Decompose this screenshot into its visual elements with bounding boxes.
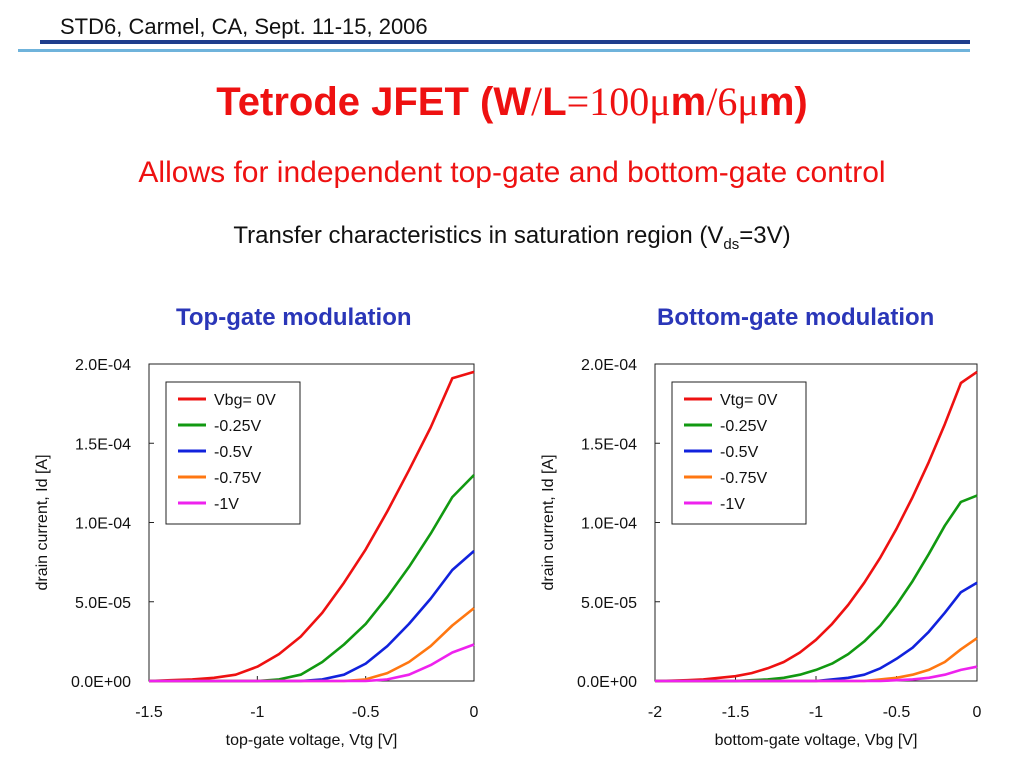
caption-subscript: ds: [723, 235, 740, 253]
slide-title: Tetrode JFET (W/L=100μm/6μm): [0, 78, 1024, 125]
title-mu1: μ: [649, 79, 671, 124]
chart-title-bottomgate: Bottom-gate modulation: [657, 304, 935, 331]
chart-title-topgate: Top-gate modulation: [176, 304, 412, 331]
chart1-ytick-label: 1.5E-04: [581, 436, 637, 453]
chart1-legend-label: -0.75V: [720, 470, 767, 487]
chart1-xtick-label: 0: [973, 704, 982, 721]
chart0-legend-label: -0.25V: [214, 418, 261, 435]
chart0-series-line-0: [148, 370, 475, 683]
chart1-ytick-label: 1.0E-04: [581, 516, 637, 533]
title-m1: m: [670, 80, 707, 124]
chart1-series-line-2: [655, 581, 978, 683]
header-rule-light: [18, 49, 970, 52]
chart0-legend-label: -1V: [214, 496, 239, 513]
chart1-xtick-label: -0.5: [883, 704, 911, 721]
chart0-xtick-label: -0.5: [352, 704, 380, 721]
chart1-yaxis-label: drain current, Id [A]: [540, 454, 557, 590]
chart0-xtick-label: -1: [250, 704, 264, 721]
chart0-legend-label: Vbg= 0V: [214, 392, 276, 409]
title-prefix: Tetrode JFET (W: [216, 80, 532, 124]
chart0-xtick-label: 0: [470, 704, 479, 721]
chart1-xaxis-label: bottom-gate voltage, Vbg [V]: [715, 732, 918, 749]
chart1-ytick-label: 5.0E-05: [581, 595, 637, 612]
title-L: L: [542, 80, 567, 124]
title-mu2: μ: [737, 79, 759, 124]
chart1-legend-label: -0.5V: [720, 444, 759, 461]
chart1-xtick-label: -1.5: [722, 704, 750, 721]
title-m2: m): [758, 80, 808, 124]
slide-subtitle: Allows for independent top-gate and bott…: [138, 156, 886, 189]
caption-main: Transfer characteristics in saturation r…: [233, 222, 724, 249]
chart0-yaxis-label: drain current, Id [A]: [34, 454, 51, 590]
slide-caption: Transfer characteristics in saturation r…: [0, 222, 1024, 253]
chart0-ytick-label: 5.0E-05: [75, 595, 131, 612]
chart0-ytick-label: 1.0E-04: [75, 516, 131, 533]
chart0-ytick-label: 1.5E-04: [75, 436, 131, 453]
chart0-xtick-label: -1.5: [135, 704, 163, 721]
chart1-xtick-label: -1: [809, 704, 823, 721]
chart0-series-line-4: [149, 643, 475, 683]
title-slash1: /: [531, 79, 543, 124]
title-slash6: /6: [706, 79, 738, 124]
chart1-ytick-label: 0.0E+00: [577, 674, 637, 691]
chart1-legend-label: -1V: [720, 496, 745, 513]
caption-end: =3V): [739, 222, 791, 249]
chart1-series-line-3: [655, 637, 978, 683]
chart1-legend-label: -0.25V: [720, 418, 767, 435]
conference-header: STD6, Carmel, CA, Sept. 11-15, 2006: [60, 14, 428, 39]
chart0-legend-label: -0.75V: [214, 470, 261, 487]
chart1-series-line-0: [654, 370, 978, 683]
header-rule-dark: [40, 40, 970, 44]
chart1-xtick-label: -2: [648, 704, 662, 721]
chart0-ytick-label: 0.0E+00: [71, 674, 131, 691]
chart0-xaxis-label: top-gate voltage, Vtg [V]: [226, 732, 398, 749]
chart0-legend-box: [165, 381, 301, 525]
title-eq100: =100: [566, 79, 650, 124]
chart0-ytick-label: 2.0E-04: [75, 357, 131, 374]
chart1-legend-box: [671, 381, 807, 525]
chart1-legend-label: Vtg= 0V: [720, 392, 778, 409]
chart1-ytick-label: 2.0E-04: [581, 357, 637, 374]
chart1-series-line-4: [655, 665, 978, 683]
chart0-legend-label: -0.5V: [214, 444, 253, 461]
